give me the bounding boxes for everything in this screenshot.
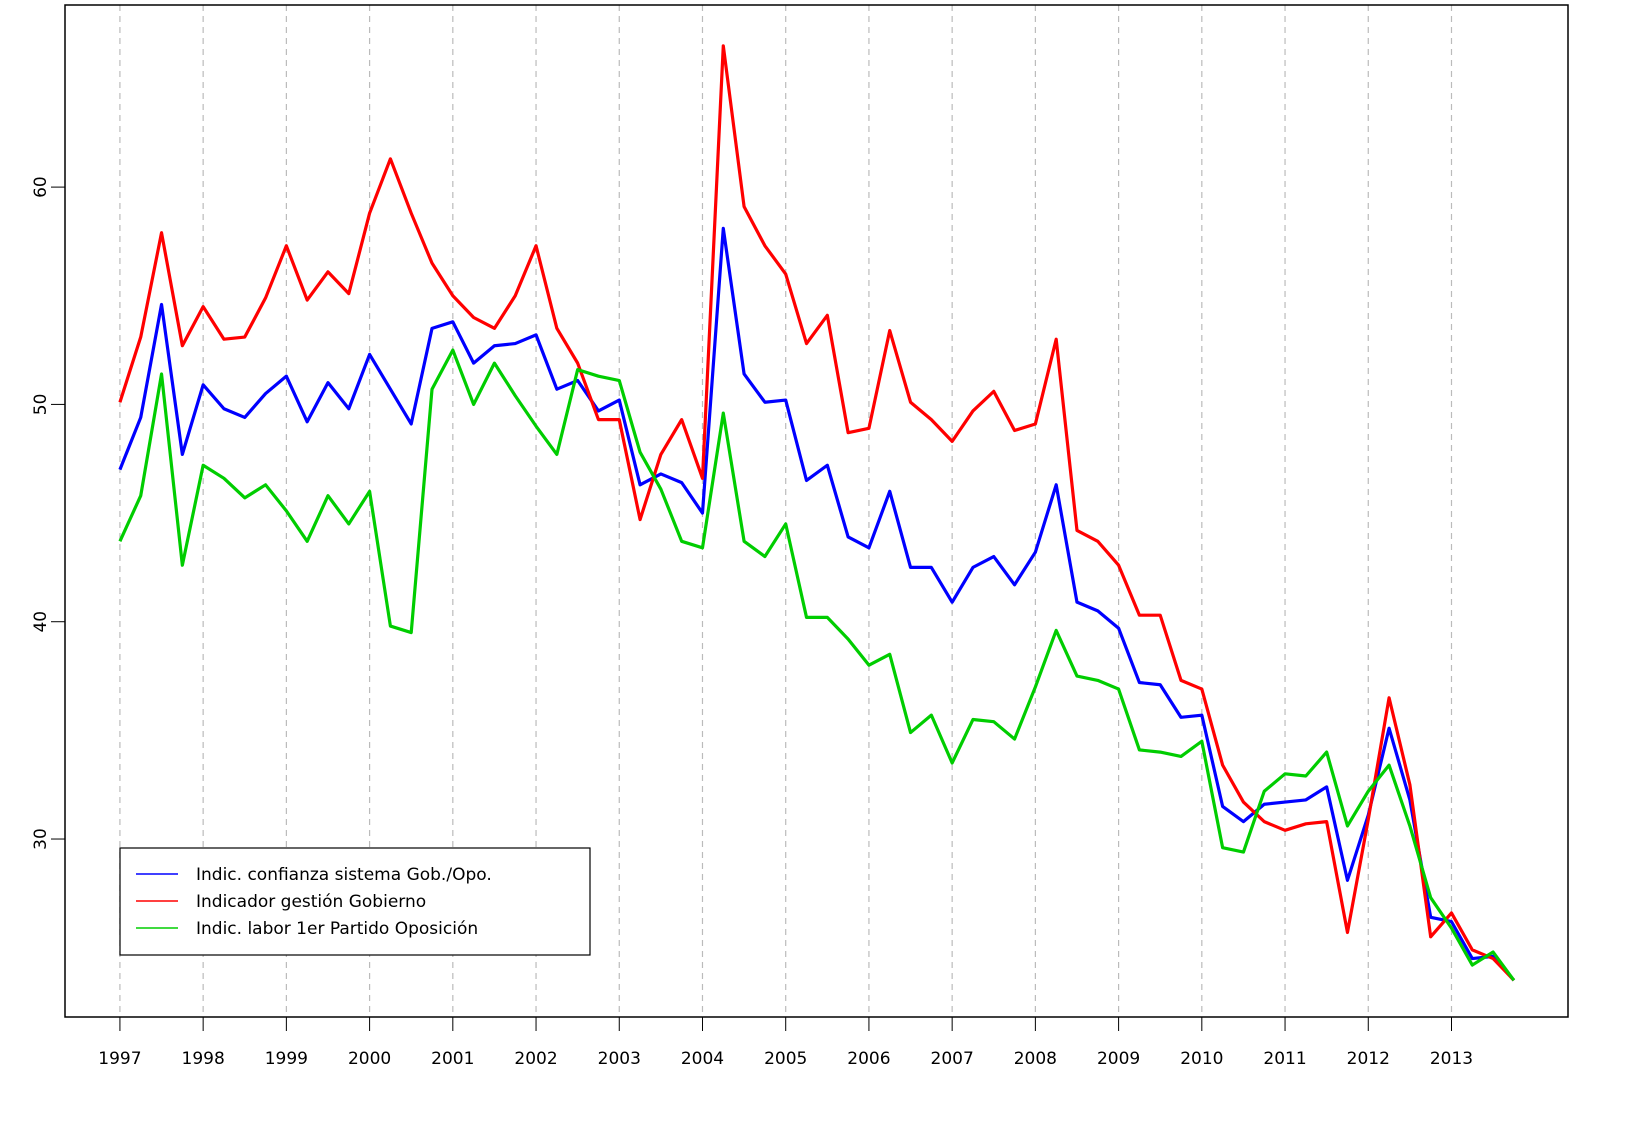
x-tick-label: 2003 bbox=[598, 1049, 641, 1069]
y-tick-label: 50 bbox=[31, 394, 51, 416]
y-tick-label: 60 bbox=[31, 176, 51, 198]
plot-frame bbox=[64, 4, 1569, 1018]
data-line bbox=[118, 348, 1516, 982]
data-line bbox=[118, 44, 1516, 982]
legend-label: Indicador gestión Gobierno bbox=[196, 892, 426, 912]
y-tick-label: 30 bbox=[31, 828, 51, 850]
x-tick-label: 2005 bbox=[764, 1049, 807, 1069]
x-tick-label: 2006 bbox=[847, 1049, 890, 1069]
x-tick-label: 2008 bbox=[1014, 1049, 1057, 1069]
data-line bbox=[118, 226, 1516, 982]
legend-label: Indic. labor 1er Partido Oposición bbox=[196, 919, 478, 939]
x-tick-label: 2007 bbox=[931, 1049, 974, 1069]
x-tick-label: 2004 bbox=[681, 1049, 724, 1069]
x-tick-label: 2012 bbox=[1347, 1049, 1390, 1069]
x-tick-label: 2001 bbox=[431, 1049, 474, 1069]
x-tick-label: 1999 bbox=[265, 1049, 308, 1069]
y-tick-label: 40 bbox=[31, 611, 51, 633]
x-tick-label: 2010 bbox=[1180, 1049, 1223, 1069]
x-tick-label: 1997 bbox=[98, 1049, 141, 1069]
x-tick-label: 2011 bbox=[1263, 1049, 1306, 1069]
x-tick-label: 2002 bbox=[514, 1049, 557, 1069]
legend-box bbox=[119, 847, 591, 956]
x-tick-label: 2009 bbox=[1097, 1049, 1140, 1069]
x-tick-label: 2000 bbox=[348, 1049, 391, 1069]
x-tick-label: 1998 bbox=[182, 1049, 225, 1069]
x-tick-label: 2013 bbox=[1430, 1049, 1473, 1069]
legend-label: Indic. confianza sistema Gob./Opo. bbox=[196, 865, 492, 885]
legend: Indic. confianza sistema Gob./Opo. Indica… bbox=[119, 847, 591, 956]
